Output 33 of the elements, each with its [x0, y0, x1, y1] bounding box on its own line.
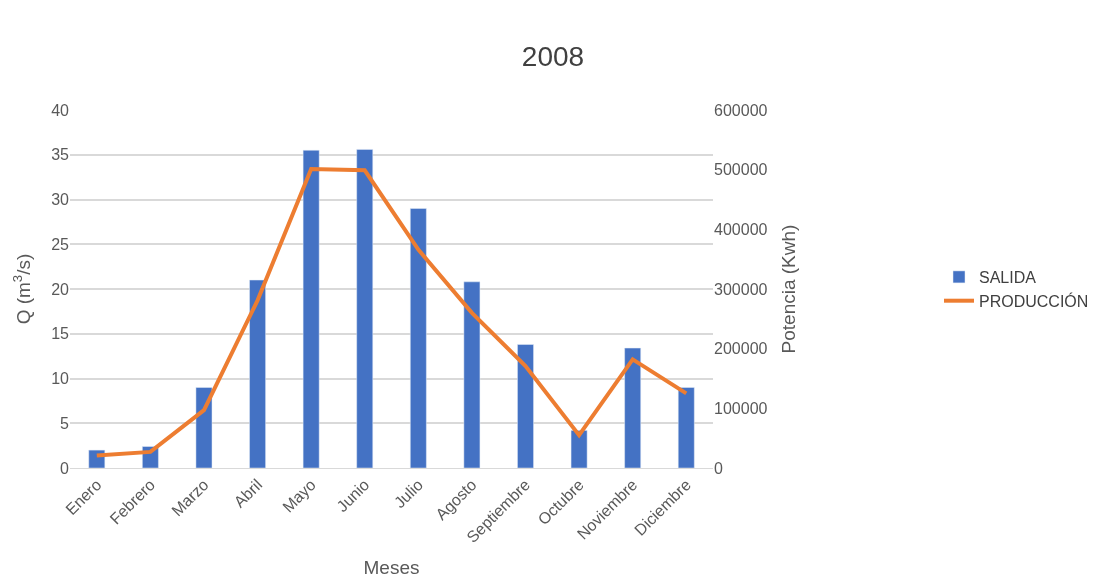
legend-label: SALIDA [979, 269, 1037, 287]
x-tick-label: Julio [390, 475, 427, 512]
y2-tick-label: 200000 [714, 340, 768, 358]
bar [410, 208, 427, 468]
y-tick-label: 30 [51, 191, 70, 209]
y-tick-label: 5 [60, 414, 70, 432]
y2-tick-label: 0 [714, 459, 724, 477]
bar [249, 279, 266, 468]
bar [624, 347, 641, 468]
legend-label: PRODUCCIÓN [979, 291, 1089, 310]
bar [570, 430, 588, 468]
y2-tick-label: 600000 [714, 101, 768, 119]
bar [677, 387, 695, 468]
y-tick-label: 25 [51, 235, 70, 253]
y2-tick-label: 400000 [714, 220, 768, 238]
bar [463, 281, 481, 468]
y2-tick-label: 500000 [714, 161, 768, 179]
bar [517, 344, 534, 468]
y2-tick-label: 300000 [714, 280, 768, 298]
bar [302, 150, 320, 468]
bar [356, 149, 374, 468]
y-tick-label: 15 [51, 325, 70, 343]
y-tick-label: 10 [51, 370, 70, 388]
y-tick-label: 20 [51, 280, 70, 298]
y-tick-label: 35 [51, 146, 70, 164]
y2-axis-title: Potencia (Kwh) [778, 224, 800, 354]
y2-tick-label: 100000 [714, 399, 768, 417]
x-axis-title: Meses [363, 556, 420, 578]
y-tick-label: 0 [60, 459, 70, 477]
y-tick-label: 40 [51, 101, 70, 119]
chart-title: 2008 [521, 41, 585, 73]
line-series [94, 167, 689, 458]
bar [195, 387, 213, 468]
